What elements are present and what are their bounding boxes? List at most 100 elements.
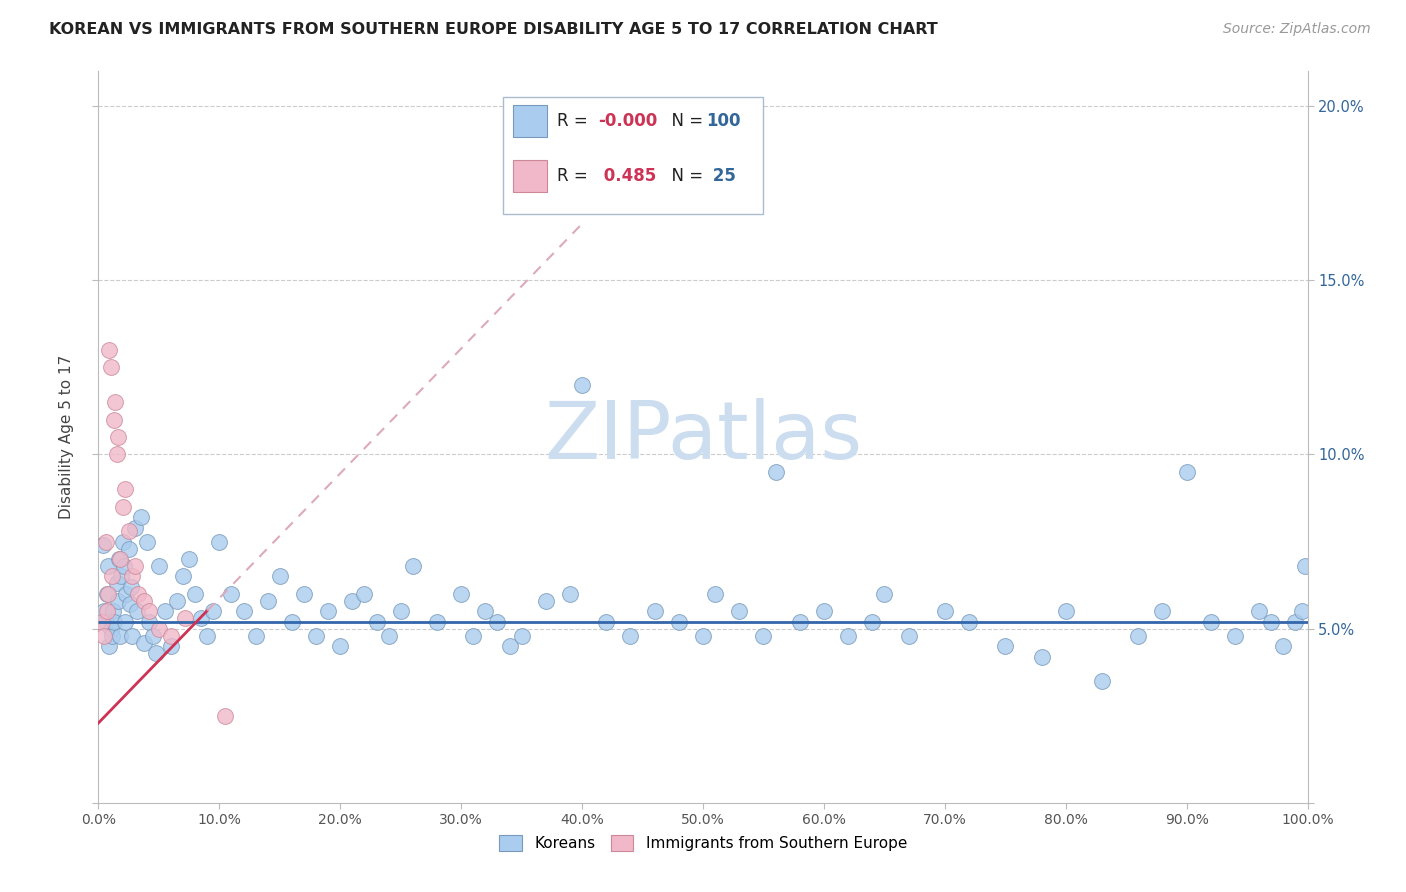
Text: R =: R = (557, 112, 593, 130)
Point (91, 538, 114, 552)
Point (292, 587, 315, 601)
Point (98, 639, 121, 653)
Legend: Koreans, Immigrants from Southern Europe: Koreans, Immigrants from Southern Europe (494, 830, 912, 857)
Point (179, 552, 201, 566)
Point (232, 604, 254, 618)
Point (124, 558, 146, 573)
Point (127, 587, 149, 601)
Point (105, 576, 128, 591)
Point (1199, 615, 1222, 629)
Point (118, 541, 141, 556)
Point (104, 395, 127, 409)
Point (148, 558, 170, 573)
Point (281, 615, 304, 629)
Bar (513, 160, 547, 192)
Point (498, 639, 520, 653)
Point (765, 465, 787, 479)
Point (134, 594, 156, 608)
Point (202, 604, 225, 618)
Point (329, 639, 352, 653)
Point (353, 587, 375, 601)
Point (135, 534, 157, 549)
Point (813, 604, 835, 618)
Point (127, 604, 149, 618)
Point (704, 587, 727, 601)
Point (1272, 639, 1295, 653)
Point (121, 629, 143, 643)
Point (305, 629, 328, 643)
Point (107, 430, 129, 444)
Point (111, 534, 134, 549)
Point (619, 629, 641, 643)
Point (1175, 465, 1198, 479)
Bar (513, 105, 547, 137)
Point (342, 594, 364, 608)
Point (96, 587, 118, 601)
Point (101, 604, 124, 618)
Text: R =: R = (557, 167, 593, 185)
Point (1128, 629, 1150, 643)
Point (153, 604, 176, 618)
Point (160, 629, 183, 643)
Point (957, 615, 980, 629)
Point (138, 604, 160, 618)
Point (124, 521, 146, 535)
Point (115, 587, 138, 601)
Point (214, 708, 236, 723)
Point (166, 594, 188, 608)
Point (389, 604, 412, 618)
Point (148, 622, 170, 636)
Point (91, 615, 114, 629)
Point (118, 524, 141, 538)
Y-axis label: Disability Age 5 to 17: Disability Age 5 to 17 (59, 355, 75, 519)
Point (450, 587, 472, 601)
Point (1223, 629, 1246, 643)
Point (510, 629, 533, 643)
Point (208, 534, 231, 549)
Point (93, 629, 115, 643)
Point (463, 629, 485, 643)
Point (934, 604, 956, 618)
Point (103, 412, 125, 426)
Point (534, 594, 557, 608)
Point (377, 629, 399, 643)
Point (366, 615, 388, 629)
Point (145, 646, 167, 660)
Point (994, 639, 1017, 653)
Point (100, 629, 122, 643)
Point (174, 611, 197, 625)
Point (98, 343, 121, 357)
Point (134, 635, 156, 649)
Point (1091, 673, 1114, 688)
Point (1249, 604, 1271, 618)
Point (108, 629, 131, 643)
Point (105, 448, 128, 462)
Point (873, 587, 896, 601)
Point (1291, 604, 1313, 618)
Point (110, 569, 132, 583)
Point (752, 629, 775, 643)
Point (1260, 615, 1282, 629)
Text: 100: 100 (707, 112, 741, 130)
Text: ZIPatlas: ZIPatlas (544, 398, 862, 476)
Point (256, 594, 278, 608)
Point (595, 615, 617, 629)
Point (221, 587, 243, 601)
Point (1054, 604, 1077, 618)
Point (108, 552, 131, 566)
Point (184, 587, 207, 601)
Point (160, 639, 183, 653)
Point (107, 594, 129, 608)
Point (897, 629, 920, 643)
Point (1031, 649, 1053, 664)
Point (121, 569, 143, 583)
Point (114, 483, 136, 497)
Point (269, 569, 291, 583)
Point (172, 569, 194, 583)
Point (103, 615, 125, 629)
Point (728, 604, 751, 618)
Point (112, 558, 135, 573)
Point (558, 587, 581, 601)
Point (837, 629, 859, 643)
Point (571, 377, 593, 392)
